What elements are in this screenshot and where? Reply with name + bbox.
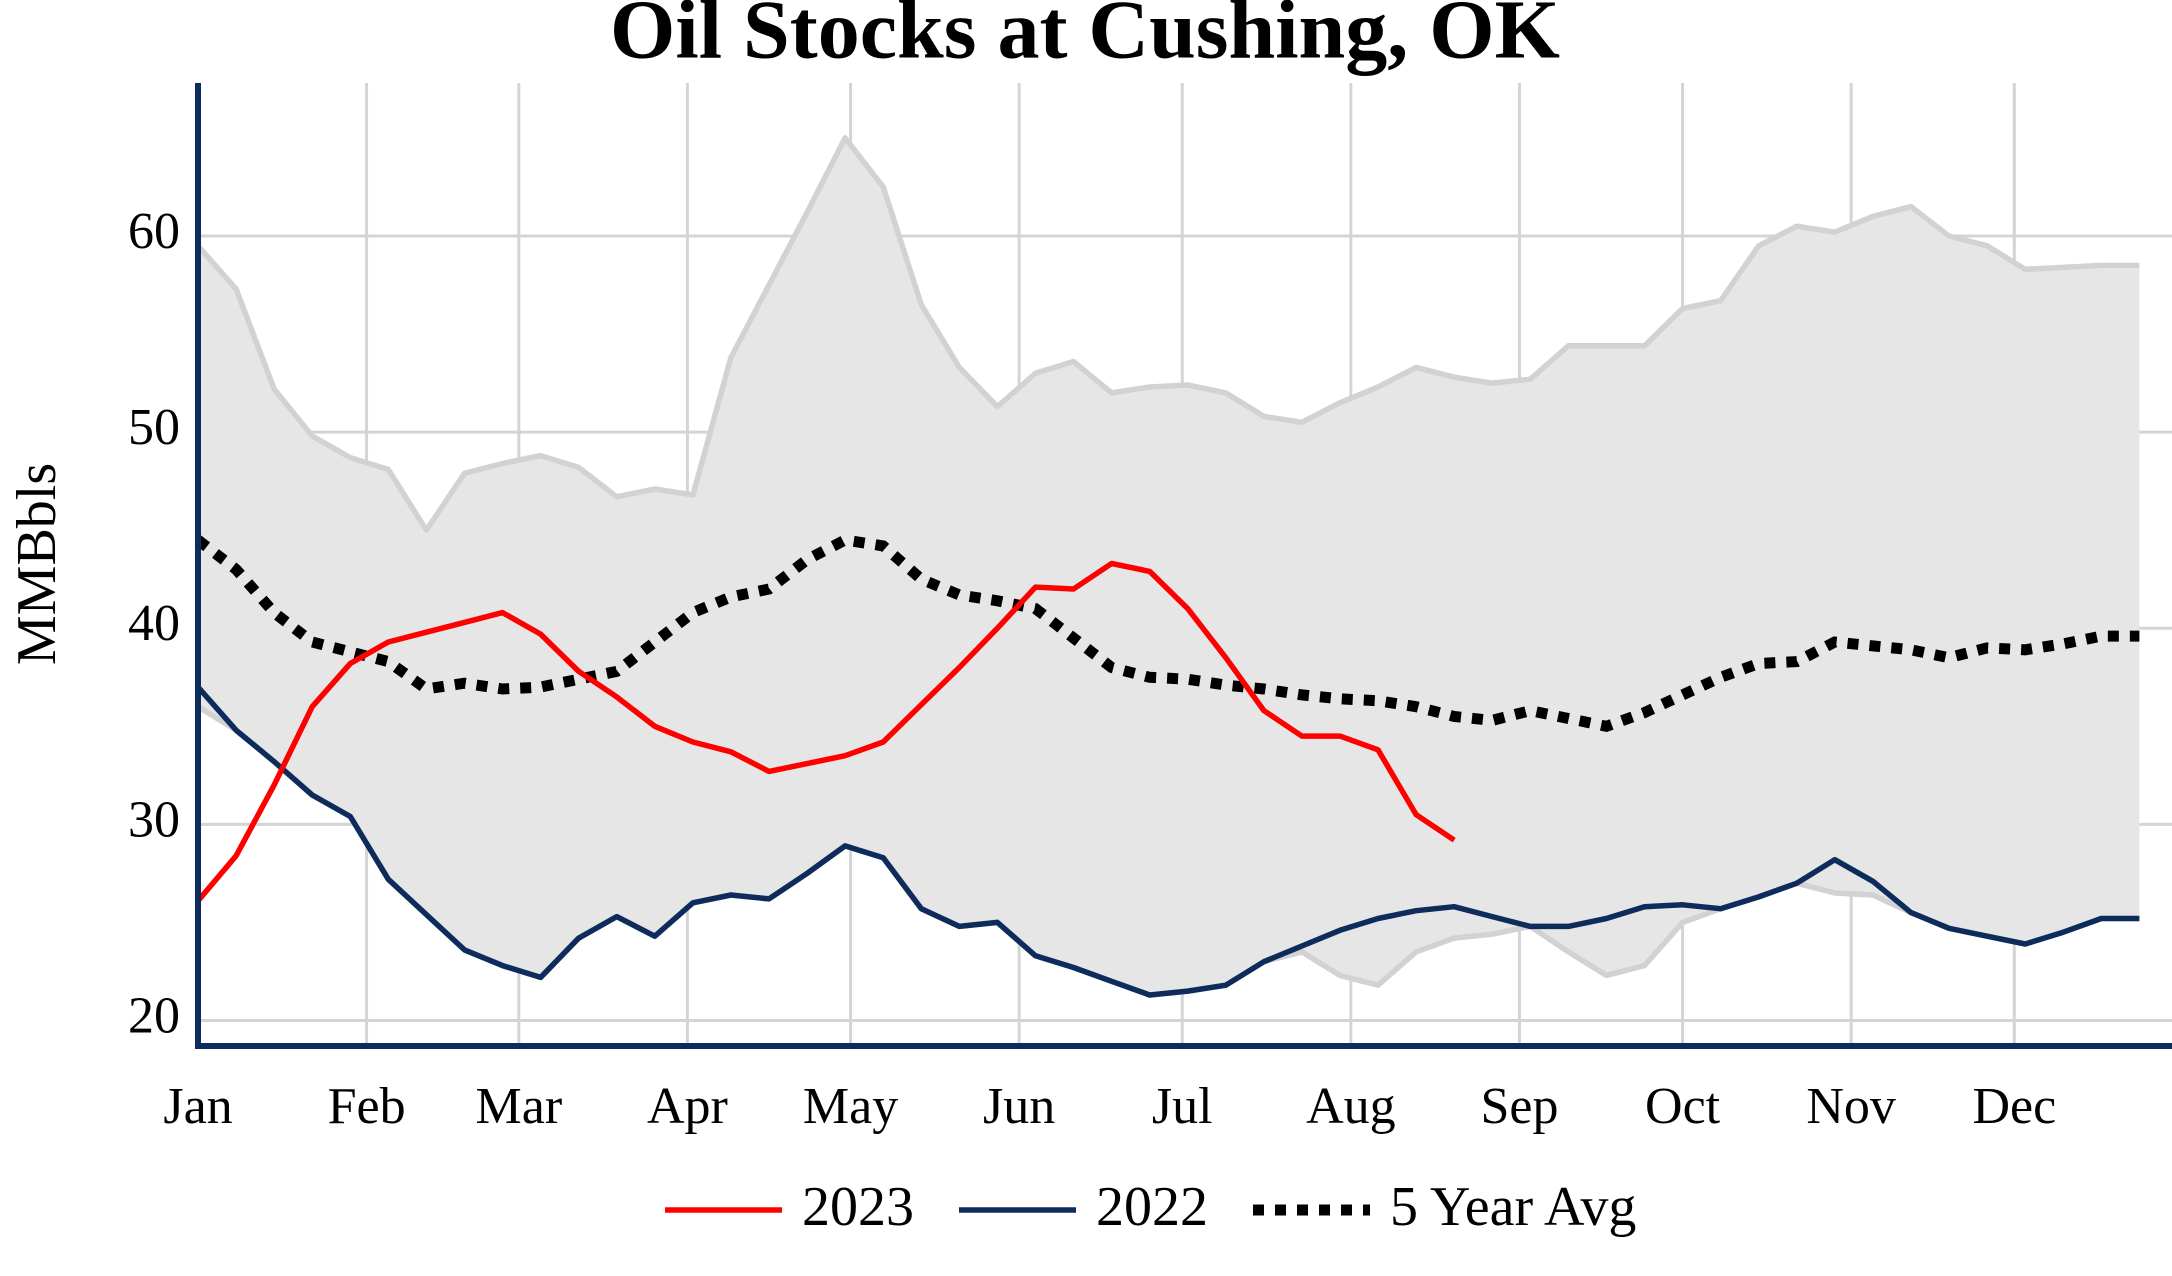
- x-tick-label: Aug: [1306, 1078, 1396, 1135]
- y-tick-label: 40: [128, 595, 180, 652]
- series-line: [194, 534, 2140, 732]
- y-tick-label: 50: [128, 399, 180, 456]
- x-tick-label: Feb: [328, 1078, 406, 1135]
- x-tick-label: Sep: [1480, 1078, 1558, 1135]
- x-tick-label: Jul: [1152, 1078, 1213, 1135]
- x-tick-label: Jan: [163, 1078, 232, 1135]
- y-tick-label: 20: [128, 987, 180, 1044]
- x-tick-label: Nov: [1806, 1078, 1896, 1135]
- x-tick-label: Dec: [1972, 1078, 2056, 1135]
- chart-title: Oil Stocks at Cushing, OK: [610, 0, 1560, 76]
- series-line: [195, 685, 2140, 998]
- x-tick-label: May: [803, 1078, 898, 1135]
- x-tick-label: Apr: [647, 1078, 728, 1135]
- y-axis-label: MMBbls: [6, 463, 68, 665]
- x-tick-label: Oct: [1645, 1078, 1721, 1135]
- range-band: [198, 137, 2140, 995]
- band-upper-edge: [195, 135, 2140, 533]
- y-tick-label: 30: [128, 791, 180, 848]
- x-tick-label: Mar: [476, 1078, 563, 1135]
- series-line: [195, 560, 1456, 903]
- legend-label: 2022: [1096, 1176, 1208, 1238]
- legend-label: 2023: [802, 1176, 914, 1238]
- y-tick-label: 60: [128, 203, 180, 260]
- legend-label: 5 Year Avg: [1390, 1176, 1636, 1238]
- x-tick-label: Jun: [983, 1078, 1055, 1135]
